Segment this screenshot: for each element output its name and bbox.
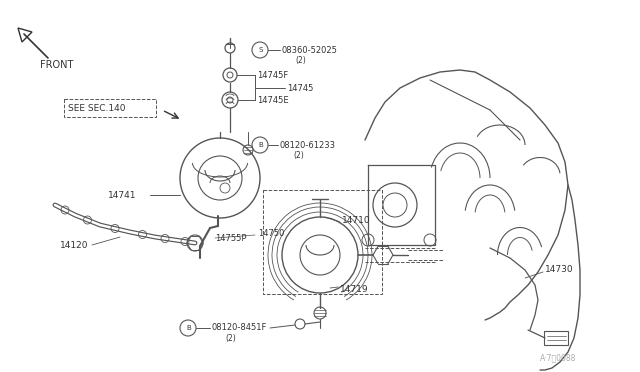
Text: 14710: 14710: [342, 215, 371, 224]
Text: B: B: [259, 142, 264, 148]
Text: B: B: [187, 325, 191, 331]
Text: 14741: 14741: [108, 190, 136, 199]
Text: A·7：0088: A·7：0088: [540, 353, 577, 362]
Text: S: S: [259, 47, 263, 53]
Text: (2): (2): [225, 334, 236, 343]
Text: 08120-61233: 08120-61233: [280, 141, 336, 150]
Text: 14120: 14120: [60, 241, 88, 250]
Text: (2): (2): [293, 151, 304, 160]
Text: 14730: 14730: [545, 266, 573, 275]
Text: 14745F: 14745F: [257, 71, 288, 80]
Text: 08120-8451F: 08120-8451F: [212, 324, 268, 333]
Text: 14745E: 14745E: [257, 96, 289, 105]
Text: SEE SEC.140: SEE SEC.140: [68, 103, 125, 112]
Text: 14719: 14719: [340, 285, 369, 295]
Text: 08360-52025: 08360-52025: [282, 45, 338, 55]
Text: 14755P: 14755P: [215, 234, 246, 243]
FancyBboxPatch shape: [544, 331, 568, 345]
Text: 14750: 14750: [258, 228, 284, 237]
Text: (2): (2): [295, 55, 306, 64]
Text: 14745: 14745: [287, 83, 314, 93]
Text: FRONT: FRONT: [40, 60, 74, 70]
